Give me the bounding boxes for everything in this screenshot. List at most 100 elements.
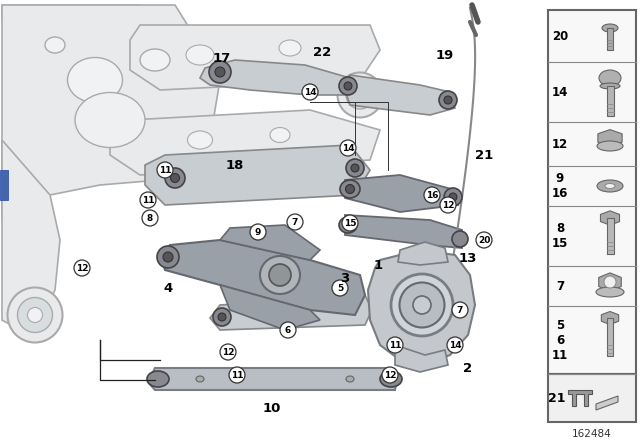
Circle shape bbox=[424, 187, 440, 203]
Text: 11: 11 bbox=[141, 195, 154, 204]
Ellipse shape bbox=[346, 159, 364, 177]
Ellipse shape bbox=[596, 287, 624, 297]
Text: 20: 20 bbox=[478, 236, 490, 245]
Text: 8
15: 8 15 bbox=[552, 222, 568, 250]
Circle shape bbox=[342, 215, 358, 231]
Ellipse shape bbox=[218, 313, 226, 321]
Polygon shape bbox=[345, 215, 462, 248]
Circle shape bbox=[250, 224, 266, 240]
Text: 16: 16 bbox=[426, 190, 438, 199]
Ellipse shape bbox=[28, 307, 42, 323]
Ellipse shape bbox=[605, 184, 615, 189]
Text: 14: 14 bbox=[449, 340, 461, 349]
Circle shape bbox=[452, 302, 468, 318]
Bar bbox=[548, 10, 636, 374]
Ellipse shape bbox=[75, 92, 145, 147]
Polygon shape bbox=[160, 240, 365, 315]
Text: 9: 9 bbox=[255, 228, 261, 237]
Text: 14: 14 bbox=[304, 87, 316, 96]
Ellipse shape bbox=[45, 37, 65, 53]
Ellipse shape bbox=[170, 173, 179, 182]
Text: 14: 14 bbox=[342, 143, 355, 152]
Text: 7: 7 bbox=[457, 306, 463, 314]
Polygon shape bbox=[568, 390, 592, 406]
Circle shape bbox=[382, 367, 398, 383]
Ellipse shape bbox=[270, 128, 290, 142]
Circle shape bbox=[220, 344, 236, 360]
Text: 12: 12 bbox=[76, 263, 88, 272]
Circle shape bbox=[447, 337, 463, 353]
Text: 21: 21 bbox=[475, 148, 493, 161]
Polygon shape bbox=[345, 75, 455, 115]
Ellipse shape bbox=[339, 77, 357, 95]
Text: 12: 12 bbox=[442, 201, 454, 210]
Text: 7: 7 bbox=[292, 217, 298, 227]
Ellipse shape bbox=[380, 371, 402, 387]
Ellipse shape bbox=[188, 131, 212, 149]
Ellipse shape bbox=[346, 185, 355, 194]
Text: 8: 8 bbox=[147, 214, 153, 223]
Circle shape bbox=[229, 367, 245, 383]
Text: 22: 22 bbox=[313, 46, 331, 59]
Bar bbox=[607, 318, 613, 356]
Polygon shape bbox=[210, 295, 372, 330]
Text: 7: 7 bbox=[556, 280, 564, 293]
Bar bbox=[548, 374, 636, 422]
Ellipse shape bbox=[600, 83, 620, 89]
Circle shape bbox=[440, 197, 456, 213]
Ellipse shape bbox=[340, 180, 360, 198]
Ellipse shape bbox=[391, 274, 453, 336]
Circle shape bbox=[157, 162, 173, 178]
Polygon shape bbox=[2, 140, 60, 330]
Text: 162484: 162484 bbox=[572, 429, 612, 439]
Polygon shape bbox=[200, 60, 355, 95]
Polygon shape bbox=[130, 25, 380, 90]
Ellipse shape bbox=[351, 164, 359, 172]
Polygon shape bbox=[598, 129, 622, 146]
Ellipse shape bbox=[140, 49, 170, 71]
Circle shape bbox=[74, 260, 90, 276]
Bar bbox=[607, 86, 614, 116]
Ellipse shape bbox=[209, 61, 231, 83]
Ellipse shape bbox=[444, 188, 462, 206]
Ellipse shape bbox=[165, 168, 185, 188]
Ellipse shape bbox=[444, 96, 452, 104]
Bar bbox=[607, 28, 613, 50]
Text: 5
6
11: 5 6 11 bbox=[552, 319, 568, 362]
Polygon shape bbox=[2, 5, 140, 30]
Text: 15: 15 bbox=[344, 219, 356, 228]
Text: 11: 11 bbox=[159, 165, 172, 175]
Ellipse shape bbox=[8, 288, 63, 343]
Ellipse shape bbox=[337, 73, 383, 117]
Bar bbox=[0, 170, 8, 200]
Polygon shape bbox=[395, 345, 448, 372]
Text: 14: 14 bbox=[552, 86, 568, 99]
Ellipse shape bbox=[452, 231, 468, 247]
Ellipse shape bbox=[213, 308, 231, 326]
Text: 17: 17 bbox=[213, 52, 231, 65]
Ellipse shape bbox=[597, 180, 623, 192]
Polygon shape bbox=[220, 285, 320, 330]
Text: 2: 2 bbox=[463, 362, 472, 375]
Ellipse shape bbox=[269, 264, 291, 286]
Text: 12: 12 bbox=[221, 348, 234, 357]
Ellipse shape bbox=[344, 82, 352, 90]
Ellipse shape bbox=[439, 91, 457, 109]
Ellipse shape bbox=[215, 67, 225, 77]
Ellipse shape bbox=[604, 276, 616, 288]
Text: 3: 3 bbox=[340, 271, 349, 284]
Ellipse shape bbox=[339, 217, 357, 233]
Text: 9
16: 9 16 bbox=[552, 172, 568, 200]
Text: 19: 19 bbox=[436, 48, 454, 61]
Polygon shape bbox=[398, 242, 448, 265]
Ellipse shape bbox=[449, 193, 457, 201]
Polygon shape bbox=[600, 211, 620, 225]
Text: 13: 13 bbox=[459, 251, 477, 264]
Polygon shape bbox=[145, 145, 370, 205]
Ellipse shape bbox=[602, 24, 618, 32]
Text: 4: 4 bbox=[163, 281, 173, 294]
Ellipse shape bbox=[599, 70, 621, 86]
Ellipse shape bbox=[413, 296, 431, 314]
Circle shape bbox=[476, 232, 492, 248]
Ellipse shape bbox=[260, 256, 300, 294]
